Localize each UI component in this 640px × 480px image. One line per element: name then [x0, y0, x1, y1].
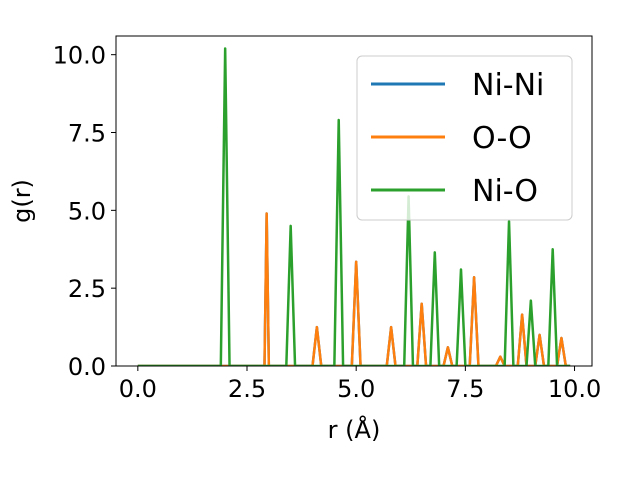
legend: Ni-Ni O-O Ni-O: [356, 55, 573, 221]
series-layer: [137, 47, 571, 366]
y-tick-label: 0.0: [68, 353, 106, 381]
y-tick-label: 5.0: [68, 197, 106, 225]
x-tick-label: 10.0: [548, 375, 601, 403]
y-tick-label: 2.5: [68, 275, 106, 303]
x-tick-label: 2.5: [228, 375, 266, 403]
x-tick-label: 5.0: [337, 375, 375, 403]
y-axis-label: g(r): [8, 179, 36, 223]
legend-frame: [356, 55, 573, 221]
plot-frame: [115, 35, 593, 367]
series-line-o-o: [137, 212, 571, 366]
legend-label-o-o: O-O: [472, 121, 532, 156]
x-axis-label: r (Å): [328, 415, 381, 444]
legend-entries: Ni-Ni O-O Ni-O: [371, 68, 544, 209]
legend-label-ni-ni: Ni-Ni: [472, 68, 544, 103]
ticks-layer: 0.0 2.5 5.0 7.5 10.0 0.0 2.5 5.0 7.5 10.0: [53, 42, 602, 403]
y-tick-label: 7.5: [68, 120, 106, 148]
legend-label-ni-o: Ni-O: [472, 174, 538, 209]
x-tick-label: 7.5: [446, 375, 484, 403]
series-line-ni-o: [137, 47, 571, 366]
y-tick-label: 10.0: [53, 42, 106, 70]
x-tick-label: 0.0: [119, 375, 157, 403]
